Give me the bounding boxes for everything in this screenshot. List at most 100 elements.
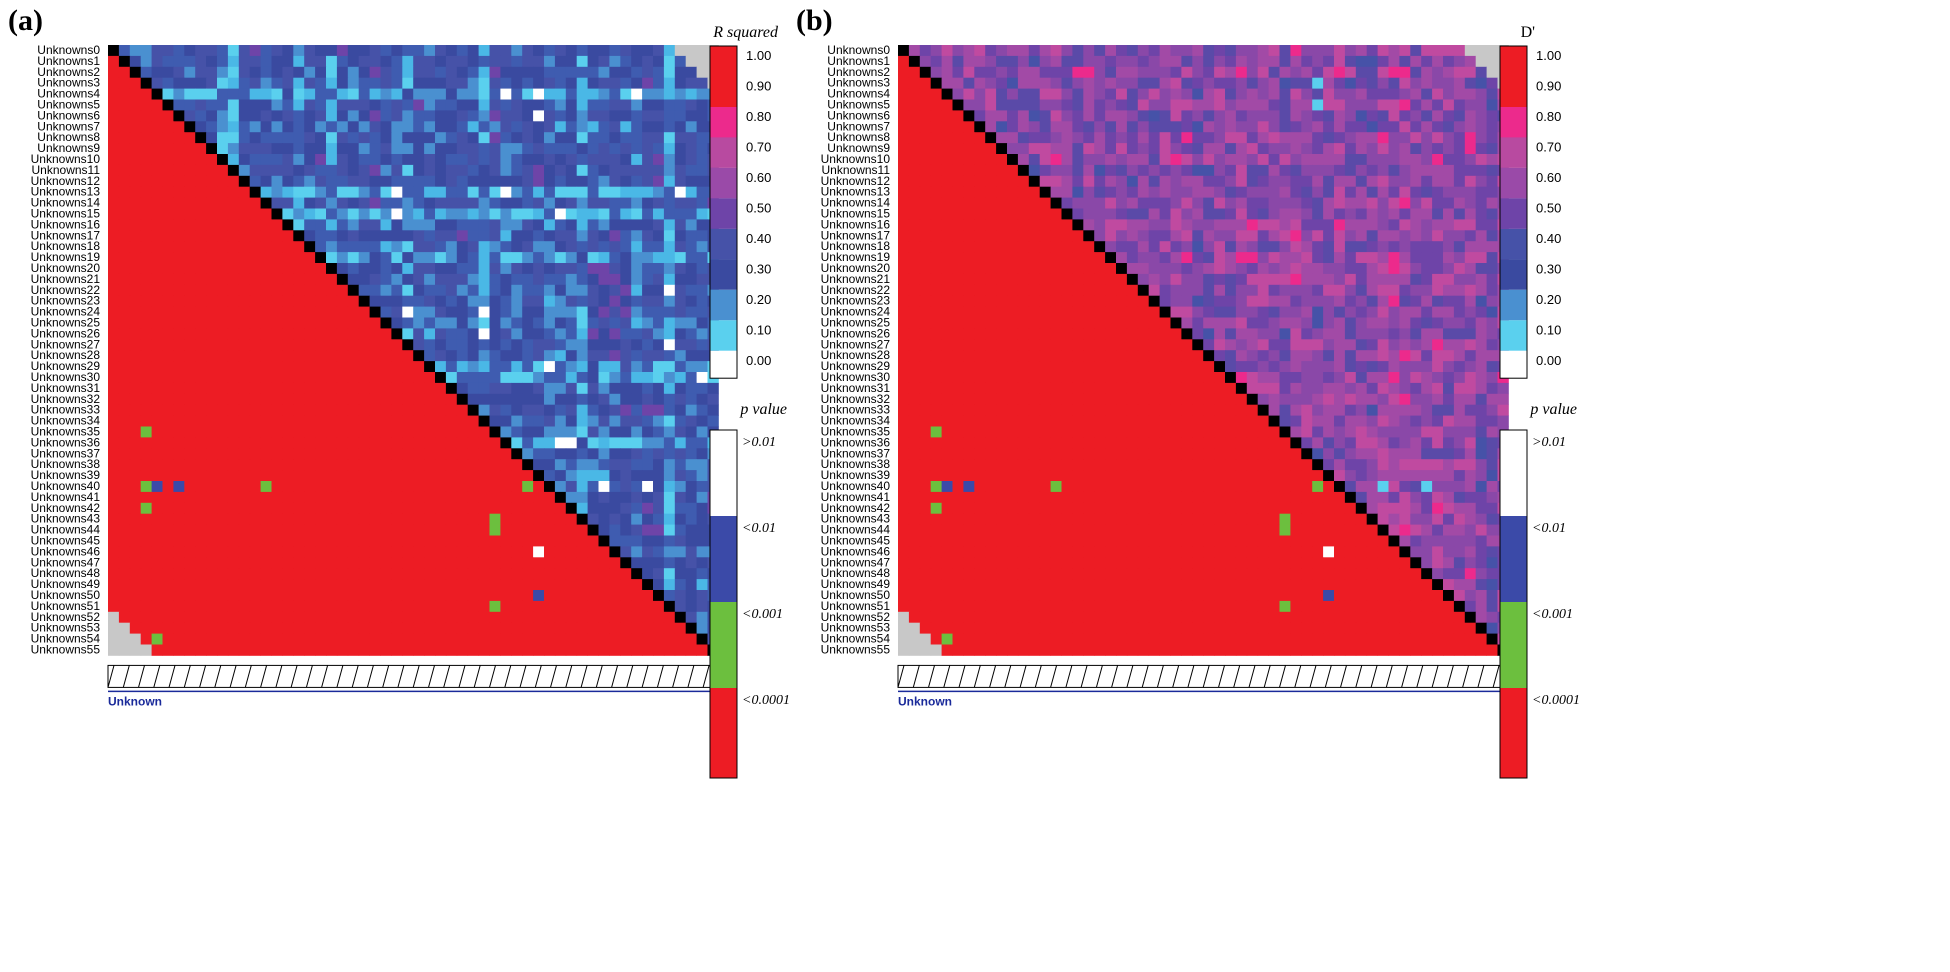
ld-cell	[631, 437, 643, 449]
ld-cell	[1388, 317, 1400, 329]
ld-cell	[1421, 328, 1433, 340]
pvalue-cell	[952, 197, 964, 209]
ld-cell	[402, 99, 414, 111]
ld-cell	[696, 393, 708, 406]
ld-cell	[500, 197, 512, 209]
pvalue-cell	[118, 208, 131, 220]
ld-cell	[1355, 66, 1368, 79]
ld-cell	[1344, 339, 1357, 351]
ld-cell	[1344, 197, 1357, 209]
pvalue-cell	[996, 164, 1008, 177]
ld-cell	[576, 382, 588, 395]
pvalue-cell	[402, 448, 414, 460]
pvalue-cell	[1192, 350, 1204, 362]
ld-cell	[1083, 154, 1095, 166]
pvalue-cell	[108, 459, 120, 471]
ld-cell	[941, 45, 953, 57]
ld-cell	[1105, 66, 1117, 79]
pvalue-cell	[467, 600, 479, 613]
pvalue-cell	[1017, 263, 1030, 275]
ld-cell	[1039, 132, 1051, 144]
pvalue-cell	[315, 361, 327, 373]
scale-swatch	[710, 107, 737, 138]
ld-cell	[1137, 55, 1150, 68]
ld-cell	[631, 546, 643, 558]
ld-cell	[598, 208, 610, 220]
ld-cell	[674, 393, 687, 406]
pvalue-cell	[336, 295, 349, 307]
ld-cell	[1410, 77, 1422, 89]
pvalue-cell	[129, 590, 142, 602]
ld-cell	[544, 426, 556, 438]
ld-cell	[489, 110, 501, 122]
ld-cell	[685, 579, 697, 591]
pvalue-cell	[424, 579, 436, 591]
pvalue-cell	[391, 459, 403, 471]
ld-cell	[696, 208, 708, 220]
ld-cell	[1007, 88, 1019, 100]
pvalue-cell	[206, 208, 218, 220]
ld-cell	[1486, 121, 1498, 133]
ld-cell	[1432, 252, 1444, 264]
pvalue-cell	[293, 393, 305, 406]
pvalue-cell	[249, 470, 261, 482]
pvalue-cell	[108, 306, 120, 318]
ld-cell	[1094, 219, 1106, 231]
ld-cell	[391, 284, 403, 297]
pvalue-cell	[424, 404, 436, 416]
ld-cell	[1486, 77, 1498, 89]
pvalue-cell	[162, 197, 174, 209]
ld-cell	[642, 415, 654, 427]
pvalue-cell	[598, 557, 610, 569]
ld-cell	[1312, 328, 1324, 340]
pvalue-cell	[908, 143, 921, 155]
ld-cell	[554, 295, 567, 307]
ld-cell	[1126, 252, 1139, 264]
pvalue-cell	[173, 557, 185, 569]
ld-cell	[358, 241, 370, 253]
ld-cell	[1388, 164, 1400, 177]
pvalue-cell	[271, 633, 283, 645]
ld-cell	[1279, 306, 1291, 318]
ld-cell	[456, 382, 469, 395]
ld-cell	[173, 88, 185, 100]
ld-cell	[1072, 197, 1084, 209]
ld-cell	[522, 404, 534, 416]
ld-cell	[696, 481, 708, 493]
ld-cell	[1170, 219, 1182, 231]
ld-cell	[489, 45, 501, 57]
pvalue-cell	[1028, 328, 1041, 340]
diagonal-cell	[1203, 350, 1215, 362]
pvalue-cell	[173, 502, 185, 515]
ld-cell	[1344, 219, 1357, 231]
pvalue-cell	[304, 393, 316, 406]
ld-cell	[1192, 77, 1204, 89]
pvalue-cell	[271, 393, 283, 406]
pvalue-cell	[118, 404, 131, 416]
pvalue-cell	[206, 252, 218, 264]
ld-cell	[489, 382, 501, 395]
ld-cell	[271, 132, 283, 144]
ld-cell	[685, 393, 697, 406]
pvalue-cell	[941, 99, 953, 111]
ld-cell	[1366, 197, 1378, 209]
ld-cell	[663, 121, 676, 133]
ld-cell	[674, 448, 687, 460]
ld-cell	[1377, 339, 1389, 351]
diagonal-cell	[304, 241, 316, 253]
ld-cell	[533, 317, 545, 329]
pvalue-cell	[358, 470, 370, 482]
pvalue-cell	[195, 524, 207, 536]
pvalue-cell	[140, 208, 152, 220]
ld-cell	[1137, 263, 1150, 275]
ld-cell	[1246, 164, 1259, 177]
pvalue-cell	[369, 513, 381, 525]
ld-cell	[985, 77, 997, 89]
ld-cell	[642, 448, 654, 460]
pvalue-cell	[118, 372, 131, 384]
ld-cell	[1453, 99, 1466, 111]
ld-cell	[500, 154, 512, 166]
pvalue-cell	[1039, 241, 1051, 253]
ld-cell	[1421, 99, 1433, 111]
ld-cell	[1399, 99, 1411, 111]
